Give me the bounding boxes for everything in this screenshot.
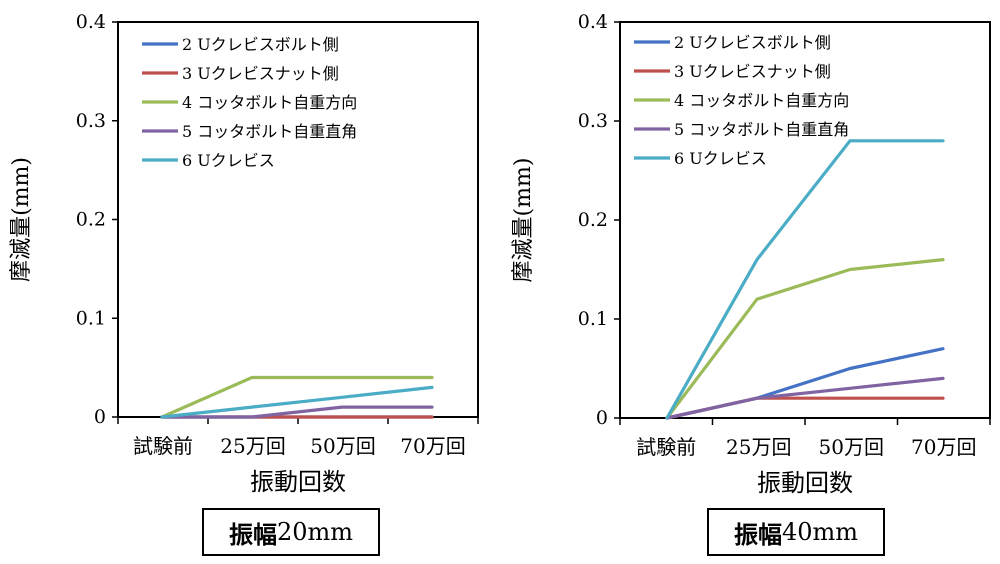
caption-bold: 振幅 [228, 519, 277, 549]
series-line-4 [665, 258, 945, 420]
y-tick-label: 0.3 [578, 110, 608, 132]
y-tick-label: 0.1 [578, 308, 608, 330]
y-tick-label: 0.4 [76, 11, 106, 33]
x-tick-label: 50万回 [819, 435, 884, 459]
legend-label: 3 Uクレビスナット側 [182, 64, 339, 83]
series-line-6 [665, 139, 945, 420]
legend-label: 5 コッタボルト自重直角 [674, 120, 849, 139]
series-line-6 [160, 385, 434, 419]
x-axis-title: 振動回数 [250, 468, 346, 496]
x-tick-label: 50万回 [310, 434, 375, 458]
legend-label: 5 コッタボルト自重直角 [182, 122, 357, 141]
y-tick-label: 0.4 [578, 11, 608, 33]
caption-text: 40mm [781, 518, 859, 546]
caption-bold: 振幅 [733, 519, 782, 549]
y-tick-label: 0 [94, 406, 106, 428]
x-tick-label: 試験前 [636, 435, 696, 459]
y-tick-label: 0.2 [578, 209, 608, 231]
legend-label: 6 Uクレビス [182, 151, 275, 170]
plot-area [619, 21, 991, 419]
series-line-5 [160, 405, 434, 419]
series-line-5 [665, 376, 945, 420]
legend-label: 6 Uクレビス [674, 149, 767, 168]
y-axis-title: 摩滅量(mm) [9, 157, 34, 282]
legend-label: 4 コッタボルト自重方向 [674, 91, 849, 110]
y-tick-label: 0 [596, 407, 608, 429]
y-tick-label: 0.3 [76, 110, 106, 132]
x-axis-title: 振動回数 [757, 469, 853, 497]
x-tick-label: 25万回 [726, 435, 791, 459]
legend-label: 3 Uクレビスナット側 [674, 62, 831, 81]
x-tick-label: 試験前 [133, 434, 193, 458]
legend: 2 Uクレビスボルト側 3 Uクレビスナット側 4 コッタボルト自重方向 5 コッタボ… [142, 35, 357, 170]
caption-text: 20mm [276, 518, 354, 546]
y-tick-label: 0.2 [76, 209, 106, 231]
caption-20mm: 振幅 20mm [202, 508, 380, 556]
legend-label: 4 コッタボルト自重方向 [182, 93, 357, 112]
y-tick-label: 0.1 [76, 307, 106, 329]
x-tick-label: 70万回 [911, 435, 976, 459]
legend-label: 2 Uクレビスボルト側 [674, 33, 831, 52]
series-line-4 [160, 375, 434, 419]
x-tick-label: 25万回 [220, 434, 285, 458]
x-tick-label: 70万回 [400, 434, 465, 458]
legend-label: 2 Uクレビスボルト側 [182, 35, 339, 54]
y-axis-title: 摩滅量(mm) [511, 158, 536, 283]
caption-40mm: 振幅 40mm [707, 508, 885, 556]
legend: 2 Uクレビスボルト側 3 Uクレビスナット側 4 コッタボルト自重方向 5 コッタボ… [634, 33, 849, 168]
